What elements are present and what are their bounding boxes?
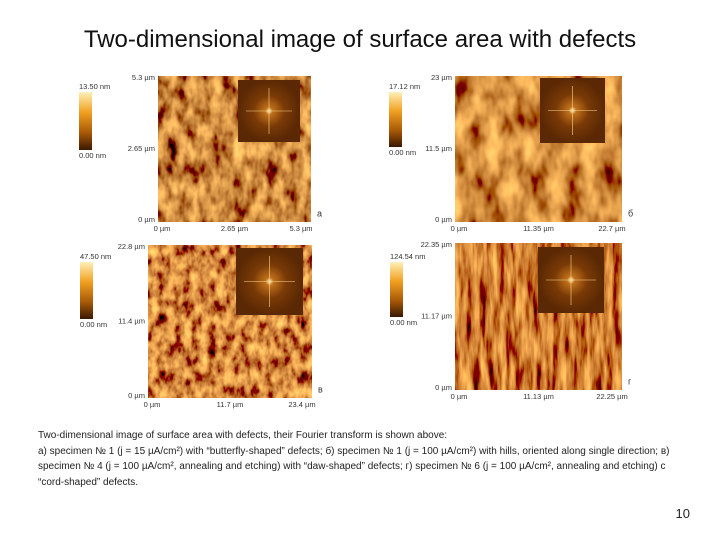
panel-letter: а [317,208,322,218]
panel-letter: б [628,208,633,218]
panel-letter: в [318,384,323,394]
x-axis-label: 0 µm [154,224,171,233]
colorbar [79,92,92,150]
afm-panel: 47.50 nm 0.00 nm 22.8 µm 0 µm 11.4 µm 11.7 µm… [80,242,323,409]
y-axis-label: 23 µm [431,73,452,82]
x-axis-label: 5.3 µm [289,224,312,233]
colorbar-max: 124.54 nm [390,252,425,261]
page-number: 10 [675,506,690,521]
afm-panel: 13.50 nm 0.00 nm 5.3 µm 0 µm 2.65 µm 2.65 µm 0… [79,73,322,233]
caption: Two-dimensional image of surface area wi… [38,428,688,490]
colorbar [389,92,402,147]
x-axis-label: 23.4 µm [288,400,315,409]
y-axis-label: 22.35 µm [421,240,452,249]
y-axis-label: 0 µm [128,391,145,400]
panel-letter: г [628,376,632,386]
y-axis-label: 0 µm [138,215,155,224]
x-axis-label: 22.7 µm [598,224,625,233]
y-axis-label: 5.3 µm [132,73,155,82]
caption-item: б) specimen № 1 (j = 100 µA/cm²) with hi… [325,445,659,457]
colorbar-max: 13.50 nm [79,82,110,91]
colorbar-max: 17.12 nm [389,82,420,91]
caption-intro: Two-dimensional image of surface area wi… [38,430,448,441]
y-axis-label: 11.17 µm [421,311,452,320]
y-axis-label: 11.5 µm [425,144,452,153]
y-axis-label: 0 µm [435,383,452,392]
x-axis-label: 11.35 µm [523,224,554,233]
slide-title: Two-dimensional image of surface area wi… [83,26,637,53]
colorbar-min: 0.00 nm [80,320,107,329]
x-axis-label: 22.25 µm [596,392,627,401]
colorbar-min: 0.00 nm [390,318,417,327]
y-axis-label: 2.65 µm [128,144,155,153]
figure: 13.50 nm 0.00 nm 5.3 µm 0 µm 2.65 µm 2.65 µm 0… [79,73,633,409]
y-axis-label: 11.4 µm [118,316,145,325]
caption-item: в) specimen № 4 (j = 100 µA/cm², anneali… [38,445,670,473]
colorbar-min: 0.00 nm [79,151,106,160]
afm-panel: 17.12 nm 0.00 nm 23 µm 0 µm 11.5 µm 11.35 µm 0… [389,73,633,233]
colorbar [390,262,403,317]
x-axis-label: 11.13 µm [523,392,554,401]
colorbar-max: 47.50 nm [80,252,111,261]
x-axis-label: 0 µm [451,224,468,233]
x-axis-label: 11.7 µm [217,400,244,409]
y-axis-label: 22.8 µm [118,242,145,251]
x-axis-label: 0 µm [451,392,468,401]
afm-panel: 124.54 nm 0.00 nm 22.35 µm 0 µm 11.17 µm 11.1… [390,240,632,401]
colorbar-min: 0.00 nm [389,148,416,157]
y-axis-label: 0 µm [435,215,452,224]
caption-item: г) specimen № 6 (j = 100 µA/cm², anneali… [38,461,666,488]
x-axis-label: 2.65 µm [221,224,248,233]
caption-item: а) specimen № 1 (j = 15 µA/cm²) with “bu… [38,445,323,457]
x-axis-label: 0 µm [144,400,161,409]
colorbar [80,262,93,319]
